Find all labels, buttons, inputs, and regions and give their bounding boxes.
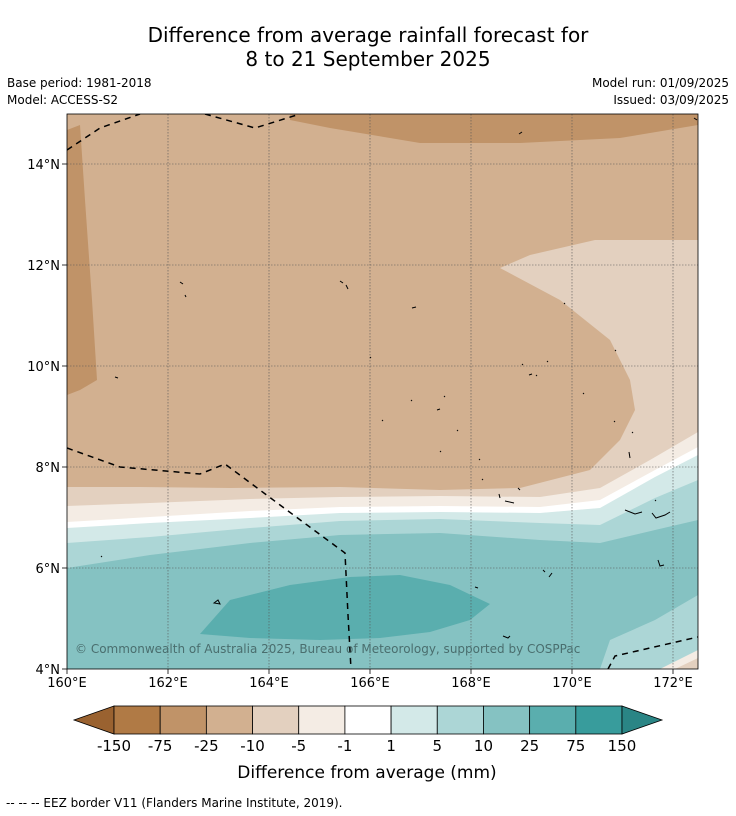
copyright-notice: © Commonwealth of Australia 2025, Bureau… [75,642,580,656]
map-frame [66,113,699,670]
lat-tick-label: 10°N [27,360,60,375]
colorbar-segment [113,705,161,735]
model-label: Model: ACCESS-S2 [7,93,119,107]
dry-southeast-corner [675,658,698,669]
lat-tick-label: 8°N [36,461,61,476]
colorbar-label: 25 [520,737,539,755]
colorbar-label: 75 [566,737,585,755]
lon-tick-label: 164°E [249,676,289,691]
colorbar-label: 5 [432,737,442,755]
colorbar-segment [483,705,531,735]
colorbar-label: -10 [240,737,265,755]
colorbar-segment [252,705,300,735]
lon-tick-label: 160°E [47,676,87,691]
colorbar-segment [159,705,207,735]
colorbar-label: -5 [291,737,306,755]
island-markers [100,117,698,639]
colorbar-arrow-right [621,705,664,735]
chart-title-line1: Difference from average rainfall forecas… [147,23,589,47]
gridlines [67,114,698,669]
eez-border-northwest [67,114,141,151]
very-dry-region-west [67,125,97,395]
colorbar-label: 1 [386,737,396,755]
lon-tick-label: 172°E [653,676,693,691]
very-dry-region-north [290,114,698,143]
lon-tick-label: 162°E [148,676,188,691]
lon-tick-label: 168°E [451,676,491,691]
colorbar-label: 150 [608,737,637,755]
eez-border-west [67,447,352,669]
colorbar-label: -75 [148,737,173,755]
colorbar-segment [436,705,484,735]
colorbar-segment [390,705,438,735]
eez-borders [67,114,698,669]
colorbar-segment [575,705,623,735]
eez-footnote: -- -- -- EEZ border V11 (Flanders Marine… [6,796,343,810]
lat-tick-label: 14°N [27,158,60,173]
colorbar-title: Difference from average (mm) [237,763,496,783]
lat-tick-label: 12°N [27,259,60,274]
longitude-axis: 160°E 162°E 164°E 166°E 168°E 170°E 172°E [47,669,693,691]
colorbar-segment [344,705,392,735]
issued-label: Issued: 03/09/2025 [613,93,729,107]
wet-region-southeast [620,610,698,669]
lat-tick-label: 6°N [36,562,61,577]
lon-tick-label: 166°E [350,676,390,691]
colorbar-arrow-left [72,705,115,735]
lon-tick-label: 170°E [552,676,592,691]
latitude-axis: 4°N 6°N 8°N 10°N 12°N 14°N [27,158,67,678]
colorbar-label: 10 [474,737,493,755]
colorbar-segment [298,705,346,735]
colorbar-label: -1 [337,737,352,755]
colorbar-label: -150 [97,737,131,755]
much-wetter-region [200,575,490,640]
map-fill-layer [67,114,698,669]
colorbar-segment [205,705,253,735]
colorbar-label: -25 [194,737,219,755]
lat-tick-label: 4°N [36,663,61,678]
base-period-label: Base period: 1981-2018 [7,76,152,90]
chart-title-line2: 8 to 21 September 2025 [245,47,491,71]
colorbar-segment [529,705,577,735]
colorbar: -150 -75 -25 -10 -5 -1 1 5 10 25 75 150 [72,705,664,755]
model-run-label: Model run: 01/09/2025 [591,76,729,90]
